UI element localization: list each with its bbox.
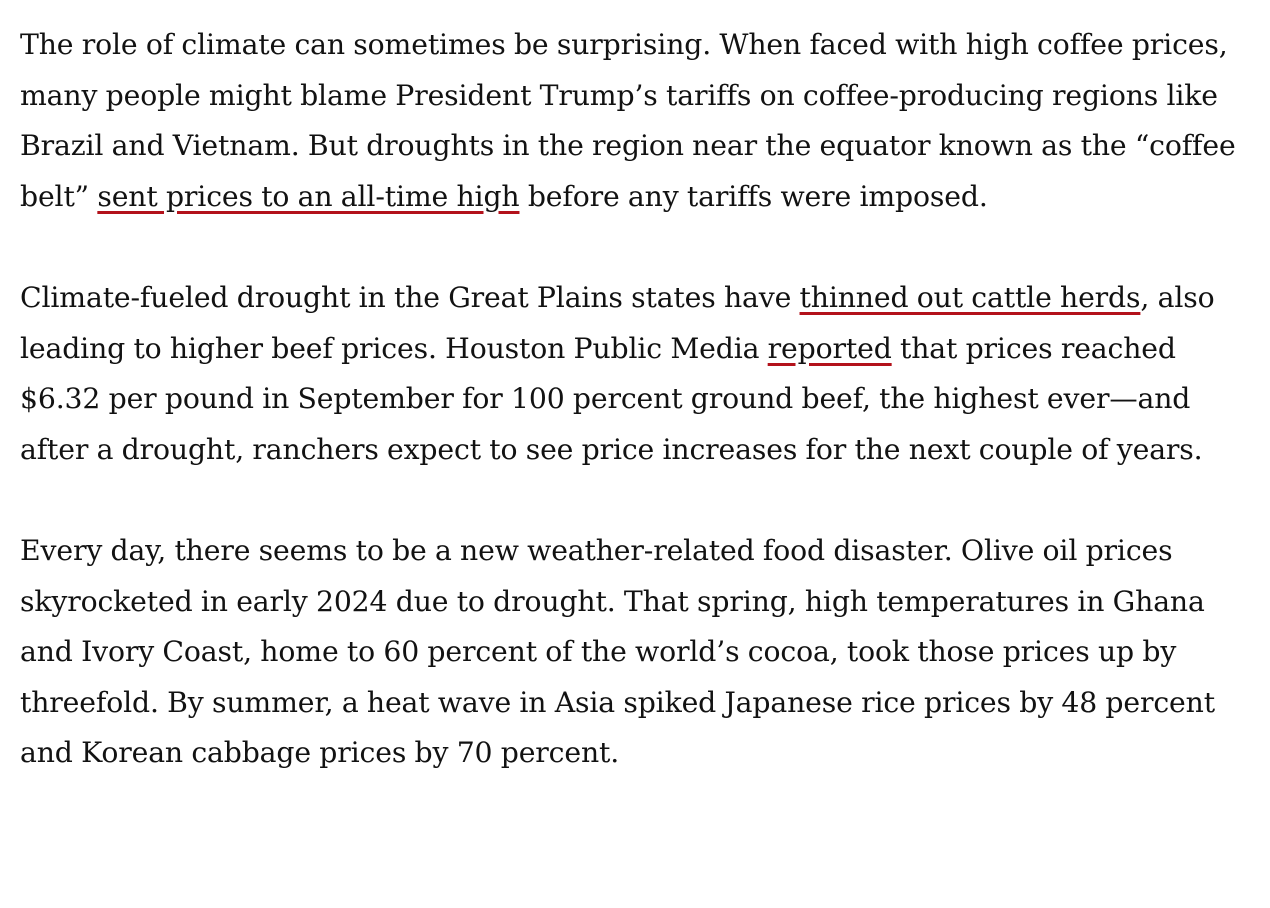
paragraph-text: Every day, there seems to be a new weath… — [20, 533, 1215, 770]
paragraph-text: before any tariffs were imposed. — [519, 179, 988, 213]
link-sent-prices-all-time-high[interactable]: sent prices to an all-time high — [97, 179, 520, 213]
link-thinned-out-cattle-herds[interactable]: thinned out cattle herds — [799, 280, 1141, 314]
article-body: The role of climate can sometimes be sur… — [20, 20, 1256, 779]
paragraph-text: that prices reached $6.32 per pound in S… — [20, 331, 1203, 466]
paragraph-text: The role of climate can sometimes be sur… — [20, 28, 1236, 213]
paragraph-text: Climate-fueled drought in the Great Plai… — [20, 280, 800, 314]
paragraph-text: , also leading to higher beef prices. Ho… — [20, 280, 1215, 365]
link-reported[interactable]: reported — [767, 331, 892, 365]
paragraph-food-disasters: Every day, there seems to be a new weath… — [20, 526, 1256, 779]
paragraph-beef: Climate-fueled drought in the Great Plai… — [20, 273, 1256, 475]
paragraph-coffee: The role of climate can sometimes be sur… — [20, 20, 1256, 222]
